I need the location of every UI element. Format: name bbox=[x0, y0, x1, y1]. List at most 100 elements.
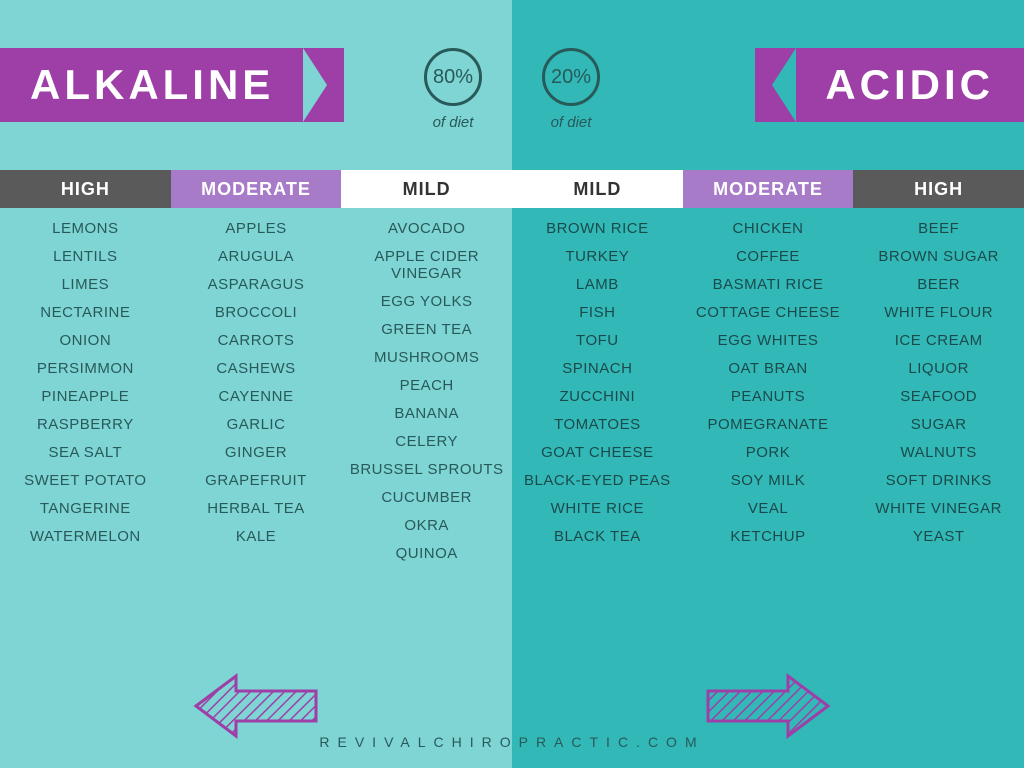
food-item: PERSIMMON bbox=[37, 360, 134, 377]
header-high: HIGH bbox=[0, 170, 171, 208]
col-alk-high: LEMONSLENTILSLIMESNECTARINEONIONPERSIMMO… bbox=[0, 220, 171, 663]
col-acid-high: BEEFBROWN SUGARBEERWHITE FLOURICE CREAML… bbox=[853, 220, 1024, 663]
pct-circle: 20% bbox=[542, 48, 600, 106]
food-item: COTTAGE CHEESE bbox=[696, 304, 840, 321]
food-item: EGG YOLKS bbox=[381, 293, 473, 310]
food-item: CHICKEN bbox=[733, 220, 804, 237]
food-item: SOY MILK bbox=[731, 472, 806, 489]
food-item: TURKEY bbox=[565, 248, 629, 265]
food-item: KALE bbox=[236, 528, 276, 545]
food-item: TOMATOES bbox=[554, 416, 641, 433]
food-item: BROWN RICE bbox=[546, 220, 649, 237]
footer-url: REVIVALCHIROPRACTIC.COM bbox=[0, 734, 1024, 750]
pct-label: of diet bbox=[424, 114, 482, 131]
header-moderate: MODERATE bbox=[683, 170, 854, 208]
food-item: BROCCOLI bbox=[215, 304, 297, 321]
food-item: CAYENNE bbox=[219, 388, 294, 405]
pct-label: of diet bbox=[542, 114, 600, 131]
acidic-banner: ACIDIC bbox=[755, 48, 1024, 122]
right-top: 20% of diet ACIDIC bbox=[512, 0, 1024, 170]
food-item: WALNUTS bbox=[901, 444, 977, 461]
food-item: OAT BRAN bbox=[728, 360, 807, 377]
food-item: APPLE CIDER VINEGAR bbox=[341, 248, 512, 282]
col-alk-mod: APPLESARUGULAASPARAGUSBROCCOLICARROTSCAS… bbox=[171, 220, 342, 663]
food-item: EGG WHITES bbox=[718, 332, 819, 349]
food-item: SWEET POTATO bbox=[24, 472, 146, 489]
food-item: CUCUMBER bbox=[381, 489, 472, 506]
food-item: SEA SALT bbox=[48, 444, 122, 461]
food-item: WHITE FLOUR bbox=[884, 304, 993, 321]
left-headers: HIGH MODERATE MILD bbox=[0, 170, 512, 208]
ribbon-tail-icon bbox=[304, 48, 344, 122]
food-item: KETCHUP bbox=[730, 528, 805, 545]
food-item: TOFU bbox=[576, 332, 619, 349]
alkaline-pct: 80% of diet bbox=[424, 48, 482, 131]
food-item: LEMONS bbox=[52, 220, 118, 237]
left-columns: LEMONSLENTILSLIMESNECTARINEONIONPERSIMMO… bbox=[0, 208, 512, 663]
ribbon-tail-icon bbox=[755, 48, 795, 122]
header-mild: MILD bbox=[341, 170, 512, 208]
food-item: BLACK-EYED PEAS bbox=[524, 472, 671, 489]
food-item: SPINACH bbox=[562, 360, 632, 377]
food-item: GREEN TEA bbox=[381, 321, 472, 338]
food-item: CASHEWS bbox=[216, 360, 295, 377]
col-alk-mild: AVOCADO APPLE CIDER VINEGAR EGG YOLKS GREEN… bbox=[341, 220, 512, 663]
food-item: PEACH bbox=[400, 377, 454, 394]
food-item: BASMATI RICE bbox=[713, 276, 824, 293]
right-columns: BROWN RICETURKEYLAMBFISHTOFUSPINACHZUCCH… bbox=[512, 208, 1024, 663]
food-item: PEANUTS bbox=[731, 388, 805, 405]
arrow-right-icon bbox=[703, 671, 833, 741]
food-item: FISH bbox=[579, 304, 615, 321]
food-item: LAMB bbox=[576, 276, 619, 293]
right-headers: MILD MODERATE HIGH bbox=[512, 170, 1024, 208]
alkaline-banner-text: ALKALINE bbox=[0, 48, 304, 122]
food-item: GINGER bbox=[225, 444, 287, 461]
food-item: APPLES bbox=[225, 220, 286, 237]
food-item: WATERMELON bbox=[30, 528, 141, 545]
food-item: ICE CREAM bbox=[895, 332, 983, 349]
acidic-banner-text: ACIDIC bbox=[795, 48, 1024, 122]
food-item: SOFT DRINKS bbox=[886, 472, 992, 489]
col-acid-mod: CHICKEN COFFEE BASMATI RICE COTTAGE CHEESE E… bbox=[683, 220, 854, 663]
acidic-pct: 20% of diet bbox=[542, 48, 600, 131]
food-item: CELERY bbox=[395, 433, 458, 450]
food-item: NECTARINE bbox=[40, 304, 130, 321]
food-item: AVOCADO bbox=[388, 220, 465, 237]
food-item: MUSHROOMS bbox=[374, 349, 479, 366]
food-item: HERBAL TEA bbox=[207, 500, 305, 517]
food-item: PORK bbox=[746, 444, 791, 461]
food-item: OKRA bbox=[404, 517, 449, 534]
acidic-panel: 20% of diet ACIDIC MILD MODERATE HIGH BR… bbox=[512, 0, 1024, 768]
col-acid-mild: BROWN RICETURKEYLAMBFISHTOFUSPINACHZUCCH… bbox=[512, 220, 683, 663]
food-item: BROWN SUGAR bbox=[878, 248, 999, 265]
food-item: BLACK TEA bbox=[554, 528, 641, 545]
food-item: QUINOA bbox=[396, 545, 458, 562]
pct-circle: 80% bbox=[424, 48, 482, 106]
food-item: BRUSSEL SPROUTS bbox=[350, 461, 504, 478]
food-item: WHITE VINEGAR bbox=[875, 500, 1002, 517]
header-high: HIGH bbox=[853, 170, 1024, 208]
food-item: COFFEE bbox=[736, 248, 800, 265]
food-item: YEAST bbox=[913, 528, 965, 545]
food-item: POMEGRANATE bbox=[707, 416, 828, 433]
food-item: BANANA bbox=[394, 405, 459, 422]
food-item: GOAT CHEESE bbox=[541, 444, 653, 461]
header-mild: MILD bbox=[512, 170, 683, 208]
food-item: RASPBERRY bbox=[37, 416, 134, 433]
food-item: WHITE RICE bbox=[551, 500, 644, 517]
food-item: LIMES bbox=[62, 276, 110, 293]
food-item: VEAL bbox=[748, 500, 788, 517]
food-item: SEAFOOD bbox=[900, 388, 977, 405]
arrow-left-icon bbox=[191, 671, 321, 741]
food-item: ASPARAGUS bbox=[208, 276, 305, 293]
food-item: BEER bbox=[917, 276, 960, 293]
food-item: ARUGULA bbox=[218, 248, 294, 265]
header-moderate: MODERATE bbox=[171, 170, 342, 208]
food-item: PINEAPPLE bbox=[41, 388, 129, 405]
food-item: BEEF bbox=[918, 220, 959, 237]
alkaline-banner: ALKALINE bbox=[0, 48, 344, 122]
food-item: LENTILS bbox=[53, 248, 117, 265]
food-item: GRAPEFRUIT bbox=[205, 472, 307, 489]
alkaline-panel: ALKALINE 80% of diet HIGH MODERATE MILD … bbox=[0, 0, 512, 768]
food-item: SUGAR bbox=[911, 416, 967, 433]
